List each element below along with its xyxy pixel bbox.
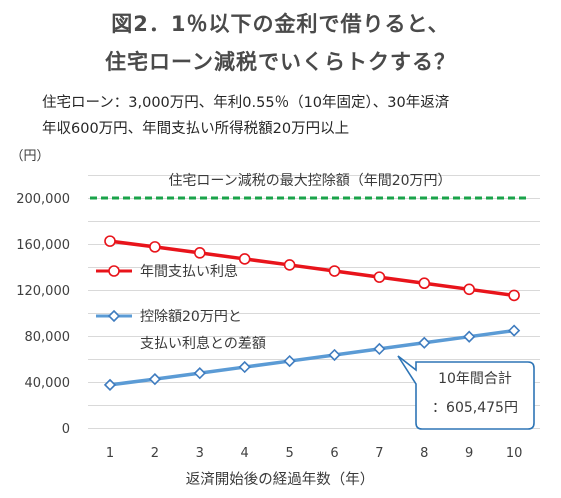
x-tick-label: 9 bbox=[465, 446, 473, 461]
legend-label-interest: 年間支払い利息 bbox=[140, 263, 238, 280]
data-point-difference bbox=[373, 342, 386, 356]
x-tick-label: 3 bbox=[196, 446, 204, 461]
x-tick-label: 7 bbox=[375, 446, 383, 461]
x-tick-label: 1 bbox=[106, 446, 114, 461]
data-point-interest bbox=[328, 265, 341, 277]
y-tick-label: 160,000 bbox=[16, 238, 70, 253]
y-tick-label: 200,000 bbox=[16, 192, 70, 207]
data-point-difference bbox=[238, 360, 251, 374]
data-point-interest bbox=[238, 253, 251, 265]
callout-box bbox=[397, 355, 535, 430]
series-group bbox=[103, 235, 521, 392]
data-point-difference bbox=[328, 348, 341, 362]
chart-title-line2: 住宅ローン減税でいくらトクする？ bbox=[105, 50, 456, 74]
series-line-1 bbox=[109, 239, 515, 298]
data-point-difference bbox=[418, 336, 431, 349]
total-callout: 10年間合計 ：605,475円 bbox=[397, 355, 535, 430]
chart-subtitle-line2: 年収600万円、年間支払い所得税額20万円以上 bbox=[42, 121, 350, 137]
data-point-interest bbox=[194, 247, 206, 259]
data-point-difference bbox=[193, 367, 206, 380]
max-deduction-label: 住宅ローン減税の最大控除額（年間20万円） bbox=[168, 172, 451, 189]
legend-label-difference-line2: 支払い利息との差額 bbox=[140, 335, 266, 352]
x-axis-ticks: 1 2 3 4 5 6 7 8 9 10 bbox=[106, 446, 523, 461]
x-tick-label: 10 bbox=[506, 446, 523, 461]
x-axis-title: 返済開始後の経過年数（年） bbox=[186, 471, 375, 488]
data-point-interest bbox=[104, 235, 116, 247]
y-tick-label: 80,000 bbox=[25, 330, 71, 345]
reference-line-group: 住宅ローン減税の最大控除額（年間20万円） bbox=[90, 172, 530, 200]
callout-line2: ：605,475円 bbox=[432, 400, 518, 416]
data-point-difference bbox=[148, 372, 162, 386]
data-point-difference bbox=[283, 354, 296, 368]
y-tick-label: 120,000 bbox=[16, 284, 70, 299]
data-point-interest bbox=[463, 283, 476, 296]
chart-title-line1: 図2．1％以下の金利で借りると、 bbox=[111, 12, 450, 36]
legend-label-difference-line1: 控除額20万円と bbox=[140, 309, 242, 325]
data-point-difference bbox=[103, 378, 117, 392]
series-line-2 bbox=[109, 328, 515, 387]
legend-marker-interest bbox=[108, 265, 120, 277]
data-point-interest bbox=[418, 277, 431, 290]
data-point-interest bbox=[283, 259, 296, 271]
data-point-interest bbox=[373, 271, 386, 283]
y-tick-label: 0 bbox=[62, 422, 70, 437]
legend-marker-difference bbox=[107, 309, 121, 323]
data-point-difference bbox=[463, 330, 476, 343]
y-tick-label: 40,000 bbox=[25, 376, 71, 391]
x-tick-label: 6 bbox=[330, 446, 338, 461]
y-axis-unit-label: （円） bbox=[10, 149, 49, 164]
x-tick-label: 4 bbox=[241, 446, 249, 461]
chart-subtitle-line1: 住宅ローン：3,000万円、年利0.55％（10年固定）、30年返済 bbox=[42, 95, 450, 111]
legend: 年間支払い利息 控除額20万円と 支払い利息との差額 bbox=[96, 263, 266, 352]
data-point-interest bbox=[508, 289, 520, 302]
x-tick-label: 2 bbox=[151, 446, 159, 461]
y-axis-ticks: 0 40,000 80,000 120,000 160,000 200,000 bbox=[16, 192, 70, 437]
x-tick-label: 5 bbox=[285, 446, 293, 461]
x-tick-label: 8 bbox=[420, 446, 428, 461]
data-point-interest bbox=[149, 241, 161, 253]
data-point-difference bbox=[507, 324, 521, 337]
callout-line1: 10年間合計 bbox=[438, 371, 512, 387]
